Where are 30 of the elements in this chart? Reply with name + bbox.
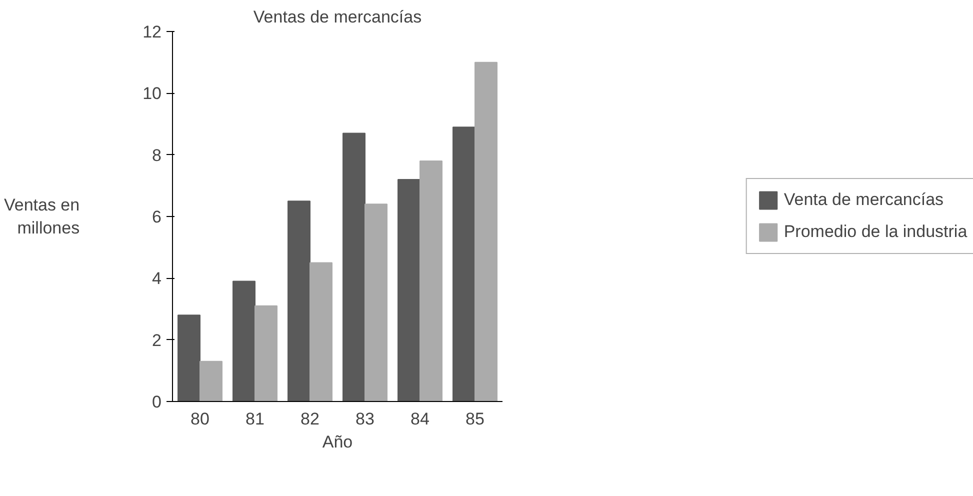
x-tick-label: 81 <box>246 410 264 428</box>
bar <box>200 360 222 402</box>
y-tick-label: 8 <box>152 146 162 165</box>
bar <box>342 132 366 402</box>
bar <box>420 160 442 402</box>
y-tick-label: 6 <box>152 208 162 226</box>
bar <box>288 200 310 402</box>
x-tick-label: 82 <box>300 410 320 428</box>
x-tick-label: 85 <box>466 410 484 428</box>
bar <box>364 204 388 402</box>
bar <box>398 179 420 402</box>
chart-title: Ventas de mercancías <box>253 8 422 26</box>
bar <box>178 314 200 402</box>
x-tick-label: 84 <box>410 410 430 428</box>
y-axis-title: Ventas en millones <box>4 196 80 238</box>
bar <box>452 126 476 402</box>
bar <box>474 62 498 402</box>
x-axis-title: Año <box>322 432 353 452</box>
y-tick-label: 2 <box>152 330 162 350</box>
y-tick-label: 0 <box>152 392 162 412</box>
legend-label: Promedio de la industria <box>784 222 968 242</box>
bar <box>232 280 256 402</box>
y-tick-label: 10 <box>142 84 162 104</box>
x-tick-label: 83 <box>356 410 374 428</box>
x-tick-label: 80 <box>190 410 210 428</box>
y-tick-label: 12 <box>142 22 162 42</box>
y-tick-label: 4 <box>152 269 162 288</box>
bar <box>310 262 332 402</box>
bar <box>254 305 278 402</box>
legend-label: Venta de mercancías <box>784 190 944 210</box>
